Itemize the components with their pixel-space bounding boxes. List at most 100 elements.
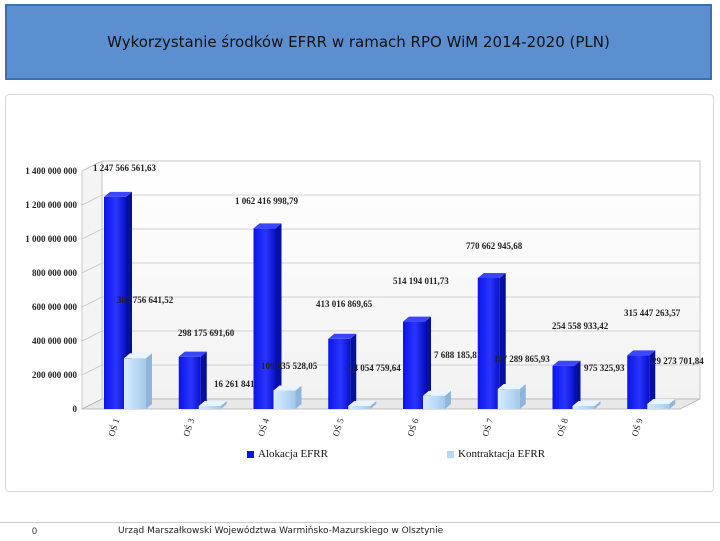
bar-alokacja-side (574, 360, 581, 409)
bar-alokacja (552, 360, 581, 409)
data-label-alokacja: 514 194 011,73 (393, 276, 449, 286)
bar-alokacja-front (403, 321, 425, 409)
bar-kontraktacja (273, 385, 302, 409)
bar-alokacja (178, 351, 207, 409)
bar-kontraktacja (423, 390, 451, 409)
bar-kontraktacja-top (124, 353, 152, 359)
bar-kontraktacja-top (348, 401, 377, 406)
bar-alokacja-top (253, 223, 282, 229)
bar-kontraktacja-side (669, 399, 676, 409)
bar-kontraktacja-side (370, 401, 377, 409)
data-label-alokacja: 307 756 641,52 (117, 295, 174, 305)
data-label-alokacja: 1 247 566 561,63 (93, 163, 157, 173)
bar-kontraktacja-side (295, 385, 302, 409)
data-label-kontraktacja: 7 688 185,81 (434, 350, 482, 360)
bar-kontraktacja (572, 401, 601, 409)
bar-kontraktacja (198, 401, 227, 409)
bar-kontraktacja-top (572, 401, 601, 406)
bar-alokacja-top (477, 272, 506, 278)
bar-kontraktacja-front (273, 390, 296, 409)
bar-alokacja-side (200, 351, 207, 409)
bar-kontraktacja-top (497, 384, 526, 390)
bar-alokacja (328, 333, 357, 409)
bar-alokacja (104, 191, 132, 409)
data-label-kontraktacja: 16 261 841,38 (214, 379, 266, 389)
bar-kontraktacja-side (445, 390, 451, 409)
bar-kontraktacja-side (594, 401, 601, 409)
bar-kontraktacja-top (273, 385, 302, 391)
bar-kontraktacja-front (423, 395, 445, 409)
bar-alokacja-side (425, 316, 431, 409)
bar-alokacja (477, 272, 506, 409)
legend: Alokacja EFRR Kontraktacja EFRR (0, 448, 720, 464)
x-tick-label: OŚ 6 (405, 417, 420, 438)
legend-item-alokacja: Alokacja EFRR (247, 448, 328, 460)
bar-alokacja-front (328, 338, 351, 409)
bar-alokacja-top (552, 360, 581, 366)
bar-kontraktacja-front (497, 389, 520, 409)
page-number: 0 (32, 526, 38, 536)
data-label-kontraktacja: 109 035 528,05 (261, 361, 318, 371)
y-tick-label: 600 000 000 (32, 302, 78, 312)
bar-alokacja-front (552, 365, 575, 409)
data-label-kontraktacja: 14 054 759,64 (349, 363, 401, 373)
bar-kontraktacja-front (572, 406, 595, 409)
bar-alokacja-side (649, 350, 656, 409)
bar-kontraktacja-front (198, 406, 221, 409)
bar-alokacja-top (403, 316, 431, 322)
bar-alokacja-top (328, 333, 357, 339)
plot-side-wall (81, 160, 103, 410)
bar-alokacja (403, 316, 431, 409)
y-tick-label: 1 400 000 000 (25, 166, 77, 176)
bar-alokacja (627, 350, 656, 409)
chart-title: Wykorzystanie środków EFRR w ramach RPO … (107, 33, 610, 51)
bar-kontraktacja (124, 353, 152, 409)
gridline (81, 262, 700, 274)
y-tick-label: 1 000 000 000 (25, 234, 77, 244)
bar-alokacja (253, 223, 282, 409)
data-label-alokacja: 1 062 416 998,79 (235, 196, 299, 206)
y-tick-label: 800 000 000 (32, 268, 78, 278)
y-tick-label: 400 000 000 (32, 336, 78, 346)
bar-alokacja-side (350, 333, 357, 409)
bar-kontraktacja (497, 384, 526, 409)
legend-label-kontraktacja: Kontraktacja EFRR (458, 448, 546, 460)
bar-kontraktacja-top (423, 390, 451, 396)
data-label-alokacja: 413 016 869,65 (316, 299, 373, 309)
bar-alokacja-front (178, 356, 201, 409)
bar-alokacja-front (477, 277, 500, 409)
y-tick-label: 1 200 000 000 (25, 200, 77, 210)
bar-kontraktacja-side (146, 353, 152, 409)
y-tick-label: 0 (73, 404, 78, 414)
bar-alokacja-front (627, 355, 650, 409)
legend-swatch-kontraktacja (447, 450, 454, 458)
x-tick-label: OŚ 1 (106, 417, 121, 437)
x-tick-label: OŚ 7 (480, 417, 495, 438)
data-label-kontraktacja: 117 289 865,93 (494, 354, 550, 364)
bar-kontraktacja-side (519, 384, 526, 409)
gridline (81, 228, 700, 240)
bar-kontraktacja-front (647, 404, 670, 409)
bar-alokacja-side (275, 223, 282, 409)
x-tick-label: OŚ 9 (630, 417, 645, 438)
plot-floor (81, 398, 701, 410)
bar-kontraktacja (647, 399, 676, 409)
footer-institution: Urząd Marszałkowski Województwa Warmińsk… (118, 526, 444, 536)
data-label-alokacja: 315 447 263,57 (624, 308, 681, 318)
x-tick-label: OŚ 5 (331, 417, 346, 438)
gridline (81, 160, 700, 172)
data-label-kontraktacja: 29 273 701,84 (652, 356, 704, 366)
gridline (81, 194, 700, 206)
bar-kontraktacja (348, 401, 377, 409)
chart-frame (5, 94, 714, 492)
bar-kontraktacja-top (647, 399, 676, 405)
legend-swatch-alokacja (247, 450, 254, 458)
bar-kontraktacja-top (198, 401, 227, 406)
data-label-alokacja: 770 662 945,68 (466, 241, 523, 251)
data-label-kontraktacja: 975 325,93 (584, 363, 625, 373)
bar-alokacja-side (499, 272, 506, 409)
x-tick-label: OŚ 8 (555, 417, 570, 438)
legend-item-kontraktacja: Kontraktacja EFRR (447, 448, 545, 460)
bar-alokacja-front (253, 228, 276, 409)
